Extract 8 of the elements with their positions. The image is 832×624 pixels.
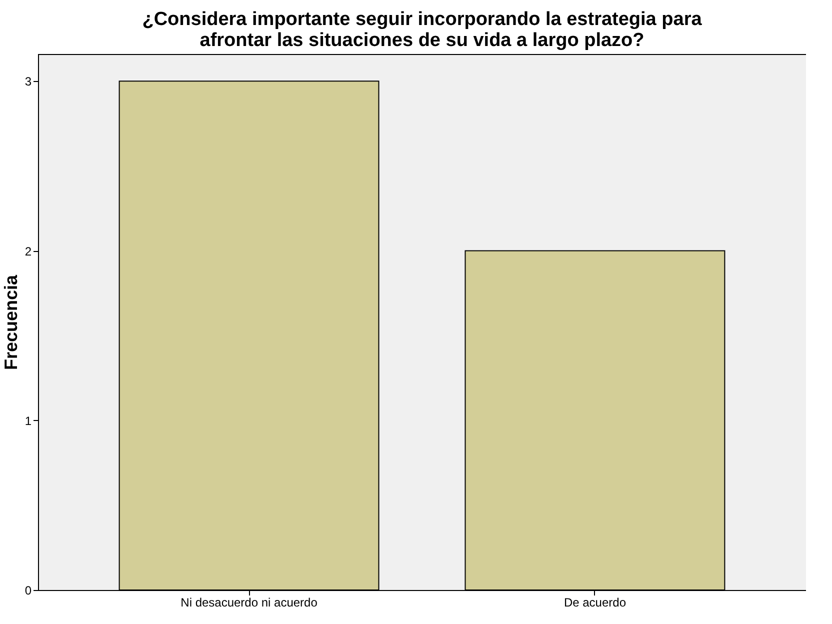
x-tick-label: De acuerdo	[564, 596, 626, 610]
y-axis-title: Frecuencia	[0, 274, 21, 370]
chart-title: ¿Considera importante seguir incorporando la estrategia para afrontar las situaciones de su vida a largo plazo?	[142, 9, 702, 51]
x-tick-label: Ni desacuerdo ni acuerdo	[180, 596, 318, 610]
y-tick-label: 2	[24, 244, 32, 258]
y-tick-label: 0	[24, 584, 32, 598]
y-tick-label: 1	[24, 414, 32, 428]
y-tick-label: 3	[24, 74, 32, 89]
